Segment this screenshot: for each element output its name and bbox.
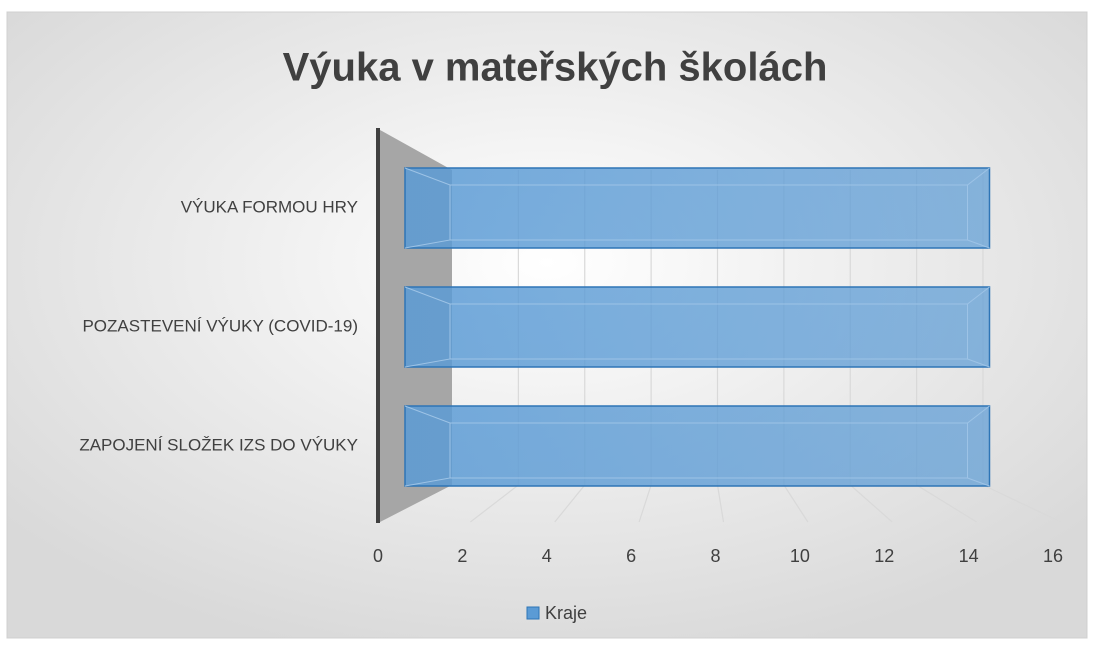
legend-label: Kraje: [545, 603, 587, 623]
y-tick-label: ZAPOJENÍ SLOŽEK IZS DO VÝUKY: [79, 435, 358, 454]
x-tick-label: 14: [959, 546, 979, 566]
bar: [404, 405, 991, 487]
bar: [404, 167, 991, 249]
y-tick-label: VÝUKA FORMOU HRY: [181, 197, 358, 216]
chart-title: Výuka v mateřských školách: [283, 46, 828, 90]
x-tick-label: 2: [457, 546, 467, 566]
x-tick-label: 10: [790, 546, 810, 566]
bar-edges: [404, 286, 990, 368]
bar: [404, 286, 991, 368]
legend-swatch: [526, 606, 540, 620]
y-tick-label: POZASTEVENÍ VÝUKY (COVID-19): [82, 316, 358, 335]
x-tick-label: 0: [373, 546, 383, 566]
x-tick-label: 16: [1043, 546, 1063, 566]
x-tick-label: 6: [626, 546, 636, 566]
x-tick-label: 12: [874, 546, 894, 566]
bar-body: [404, 286, 991, 368]
bar-edges: [404, 405, 990, 487]
x-tick-label: 4: [542, 546, 552, 566]
bar-body: [404, 167, 991, 249]
bar-edges: [404, 167, 990, 249]
x-tick-label: 8: [710, 546, 720, 566]
bar-body: [404, 405, 991, 487]
